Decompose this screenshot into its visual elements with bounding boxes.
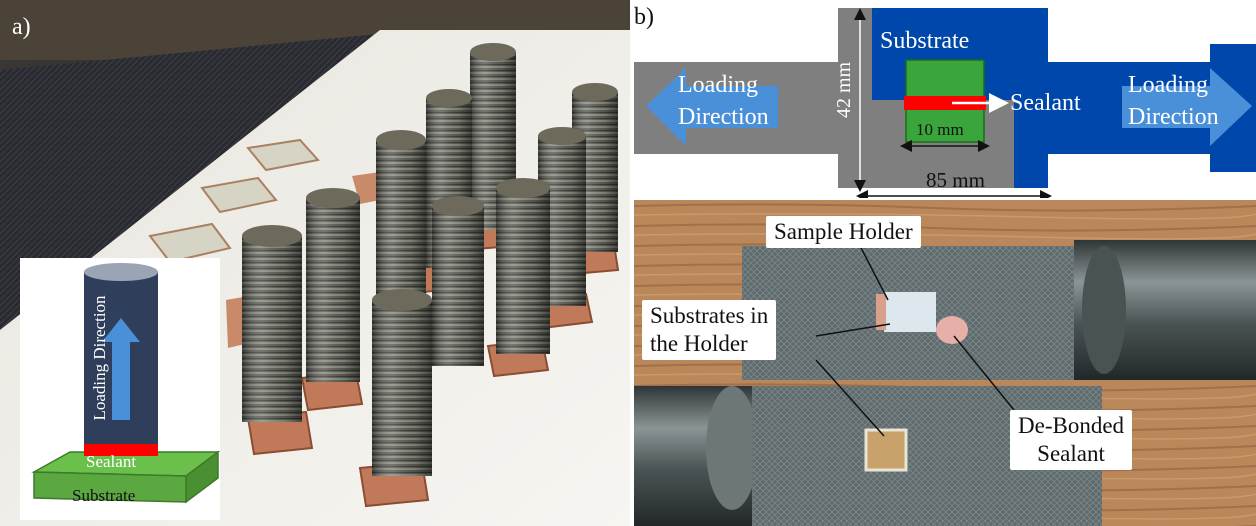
substrates-callout-line2: the Holder xyxy=(650,331,748,356)
panel-b-schematic: b) Substrate Sealant Loading Direction L… xyxy=(634,0,1256,198)
substrate-plates xyxy=(148,138,380,348)
sample-holder-pointer xyxy=(857,241,889,301)
panel-c-label: c) xyxy=(634,200,653,201)
inset-sealant-label: Sealant xyxy=(86,452,137,471)
inset-loading-arrow xyxy=(102,318,140,420)
debonded-callout-line1: De-Bonded xyxy=(1018,413,1125,438)
panel-c-scene xyxy=(634,200,1256,526)
left-loading-line1: Loading xyxy=(678,72,758,98)
inset-schematic xyxy=(20,258,221,520)
substrates-in-holder xyxy=(864,428,908,472)
panel-b-label: b) xyxy=(634,4,654,30)
debonded-sealant-blob xyxy=(936,316,968,344)
inset-loading-direction-label: Loading Direction xyxy=(90,295,109,421)
inset-substrate-label: Substrate xyxy=(72,486,136,505)
right-loading-arrow xyxy=(1122,68,1252,146)
substrates-callout-line1: Substrates in xyxy=(650,303,769,328)
height-dimension-label: 42 mm xyxy=(833,61,855,118)
threaded-rods xyxy=(242,43,618,476)
square-dimension-label: 10 mm xyxy=(916,120,964,139)
width-dimension-label: 85 mm xyxy=(926,168,985,192)
left-loading-line2: Direction xyxy=(678,104,769,130)
substrates-pointer-upper xyxy=(815,323,891,337)
sample-holder-callout: Sample Holder xyxy=(766,216,921,248)
panel-a-label: a) xyxy=(12,14,31,40)
debonded-pointer xyxy=(953,335,1015,411)
substrates-pointer-lower xyxy=(815,359,885,437)
panel-b-drawing xyxy=(634,7,1256,198)
right-loading-line2: Direction xyxy=(1128,104,1219,130)
right-loading-line1: Loading xyxy=(1128,72,1208,98)
sealant-label: Sealant xyxy=(1010,90,1081,116)
sample-holder-square xyxy=(884,292,936,332)
right-holder-block xyxy=(1014,8,1048,188)
panel-a-scene xyxy=(0,0,630,526)
left-loading-arrow xyxy=(646,68,778,146)
sealant-strip xyxy=(904,96,986,110)
substrates-callout: Substrates in the Holder xyxy=(642,300,777,360)
substrate-label: Substrate xyxy=(880,28,970,54)
debonded-callout: De-Bonded Sealant xyxy=(1010,410,1133,470)
panel-a-photo: a) Loading Direction Sealant Substrate xyxy=(0,0,630,526)
debonded-callout-line2: Sealant xyxy=(1037,441,1105,466)
inset-sealant-layer xyxy=(84,442,158,456)
panel-c-photo: c) Sample Holder Substrates in the Holde… xyxy=(634,200,1256,526)
